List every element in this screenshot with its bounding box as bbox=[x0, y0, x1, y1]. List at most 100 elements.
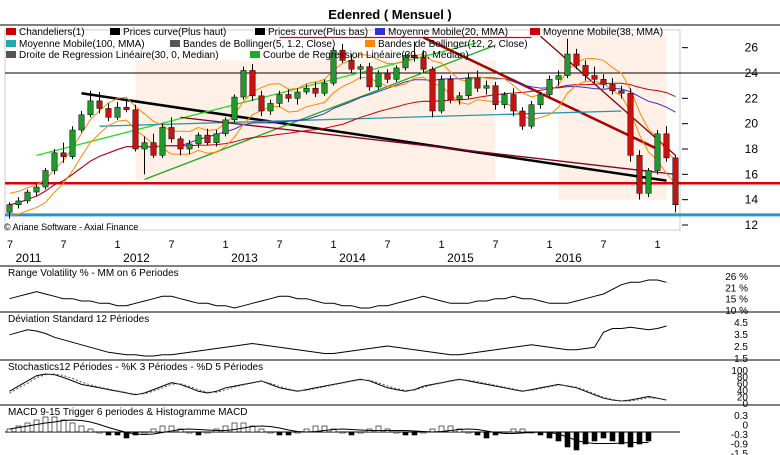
macd-bar bbox=[348, 431, 355, 436]
macd-bar bbox=[510, 428, 517, 433]
legend-label: Chandeliers(1) bbox=[19, 27, 85, 38]
trend-line-6 bbox=[99, 110, 622, 127]
legend-label: Bandes de Bollinger(12, 2, Close) bbox=[378, 39, 528, 50]
macd-bar bbox=[483, 431, 490, 439]
candle-body bbox=[258, 95, 265, 112]
x-tick-label: 1 bbox=[330, 239, 336, 251]
candle-body bbox=[357, 66, 364, 70]
legend-swatch bbox=[6, 40, 16, 47]
copyright-footer: © Ariane Software - Axial Finance bbox=[4, 222, 138, 232]
macd-bar bbox=[168, 425, 175, 433]
panel-y-tick: 20 bbox=[737, 392, 749, 403]
candle-body bbox=[123, 106, 130, 110]
candle-body bbox=[465, 77, 472, 97]
year-label: 2014 bbox=[339, 251, 366, 265]
macd-bar bbox=[582, 431, 589, 445]
macd-trigger-line bbox=[9, 419, 649, 444]
candle-body bbox=[546, 79, 553, 95]
panel-y-tick: -0.3 bbox=[731, 430, 749, 441]
panel-y-tick: 100 bbox=[731, 366, 748, 377]
panel-y-tick: 26 % bbox=[725, 272, 748, 283]
panel-y-tick: 60 bbox=[737, 379, 749, 390]
candle-body bbox=[591, 75, 598, 80]
candle-body bbox=[636, 155, 643, 194]
candle-body bbox=[312, 87, 319, 94]
macd-bar bbox=[357, 431, 364, 434]
legend-label: Moyenne Mobile(20, MMA) bbox=[388, 27, 508, 38]
candle-body bbox=[51, 152, 58, 171]
candle-body bbox=[204, 134, 211, 143]
y-tick-label: 26 bbox=[745, 41, 759, 55]
macd-bar bbox=[555, 431, 562, 442]
candle-body bbox=[420, 57, 427, 70]
y-tick-label: 18 bbox=[745, 142, 759, 156]
x-tick-label: 7 bbox=[7, 239, 13, 251]
y-tick-label: 16 bbox=[745, 167, 759, 181]
macd-bar bbox=[321, 425, 328, 433]
legend-label: Droite de Regression Linéaire(30, 0, Med… bbox=[19, 50, 219, 61]
panel-y-tick: 2.5 bbox=[734, 342, 748, 353]
candle-body bbox=[330, 49, 337, 84]
macd-bar bbox=[645, 431, 652, 442]
year-label: 2012 bbox=[123, 251, 150, 265]
candle-body bbox=[366, 66, 373, 88]
legend-label: Prices curve(Plus bas) bbox=[268, 27, 368, 38]
legend-label: Prices curve(Plus haut) bbox=[123, 27, 226, 38]
candle-body bbox=[663, 133, 670, 159]
candle-body bbox=[24, 191, 31, 202]
candle-body bbox=[447, 79, 454, 100]
candle-body bbox=[645, 170, 652, 194]
candle-body bbox=[15, 200, 22, 205]
legend-label: Courbe de Regression Linéaire(30, 0, Med… bbox=[263, 50, 469, 61]
legend-swatch bbox=[250, 51, 260, 58]
y-tick-label: 14 bbox=[745, 193, 759, 207]
macd-bar bbox=[339, 431, 346, 434]
macd-bar bbox=[600, 431, 607, 439]
macd-bar bbox=[15, 425, 22, 433]
legend-label: Moyenne Mobile(38, MMA) bbox=[543, 27, 663, 38]
legend-label: Bandes de Bollinger(5, 1.2, Close) bbox=[183, 39, 335, 50]
macd-bar bbox=[24, 422, 31, 433]
candle-body bbox=[195, 134, 202, 145]
panel-y-tick: 0 bbox=[742, 421, 748, 432]
candle-body bbox=[231, 96, 238, 121]
candle-body bbox=[321, 82, 328, 94]
candle-body bbox=[132, 109, 139, 150]
candle-body bbox=[78, 114, 85, 131]
trend-line-5 bbox=[540, 35, 676, 156]
legend-swatch bbox=[375, 28, 385, 35]
moving-average-38 bbox=[9, 82, 676, 206]
legend-swatch bbox=[365, 40, 375, 47]
macd-bar bbox=[6, 428, 13, 433]
x-tick-label: 1 bbox=[438, 239, 444, 251]
year-label: 2011 bbox=[16, 251, 42, 265]
legend-swatch bbox=[530, 28, 540, 35]
indicator-line bbox=[9, 279, 667, 309]
macd-bar bbox=[96, 431, 103, 434]
x-tick-label: 1 bbox=[654, 239, 660, 251]
legend-swatch bbox=[170, 40, 180, 47]
candle-body bbox=[213, 133, 220, 143]
macd-bar bbox=[69, 422, 76, 433]
macd-bar bbox=[276, 431, 283, 436]
candle-body bbox=[339, 49, 346, 61]
bollinger-upper bbox=[9, 53, 676, 194]
macd-bar bbox=[591, 431, 598, 442]
macd-bar bbox=[519, 428, 526, 433]
macd-bar bbox=[627, 431, 634, 448]
panel-title: MACD 9-15 Trigger 6 periodes & Histogram… bbox=[8, 407, 248, 418]
macd-bar bbox=[618, 431, 625, 445]
candle-body bbox=[582, 65, 589, 76]
candle-body bbox=[483, 85, 490, 89]
candle-body bbox=[393, 67, 400, 80]
candle-body bbox=[177, 138, 184, 150]
macd-bar bbox=[267, 431, 274, 434]
candle-body bbox=[411, 55, 418, 59]
indicator-line bbox=[9, 325, 667, 357]
chart-title: Edenred ( Mensuel ) bbox=[328, 7, 452, 22]
candle-body bbox=[276, 94, 283, 104]
panel-y-tick: -1.5 bbox=[731, 449, 749, 455]
year-label: 2013 bbox=[231, 251, 258, 265]
candle-body bbox=[222, 119, 229, 135]
